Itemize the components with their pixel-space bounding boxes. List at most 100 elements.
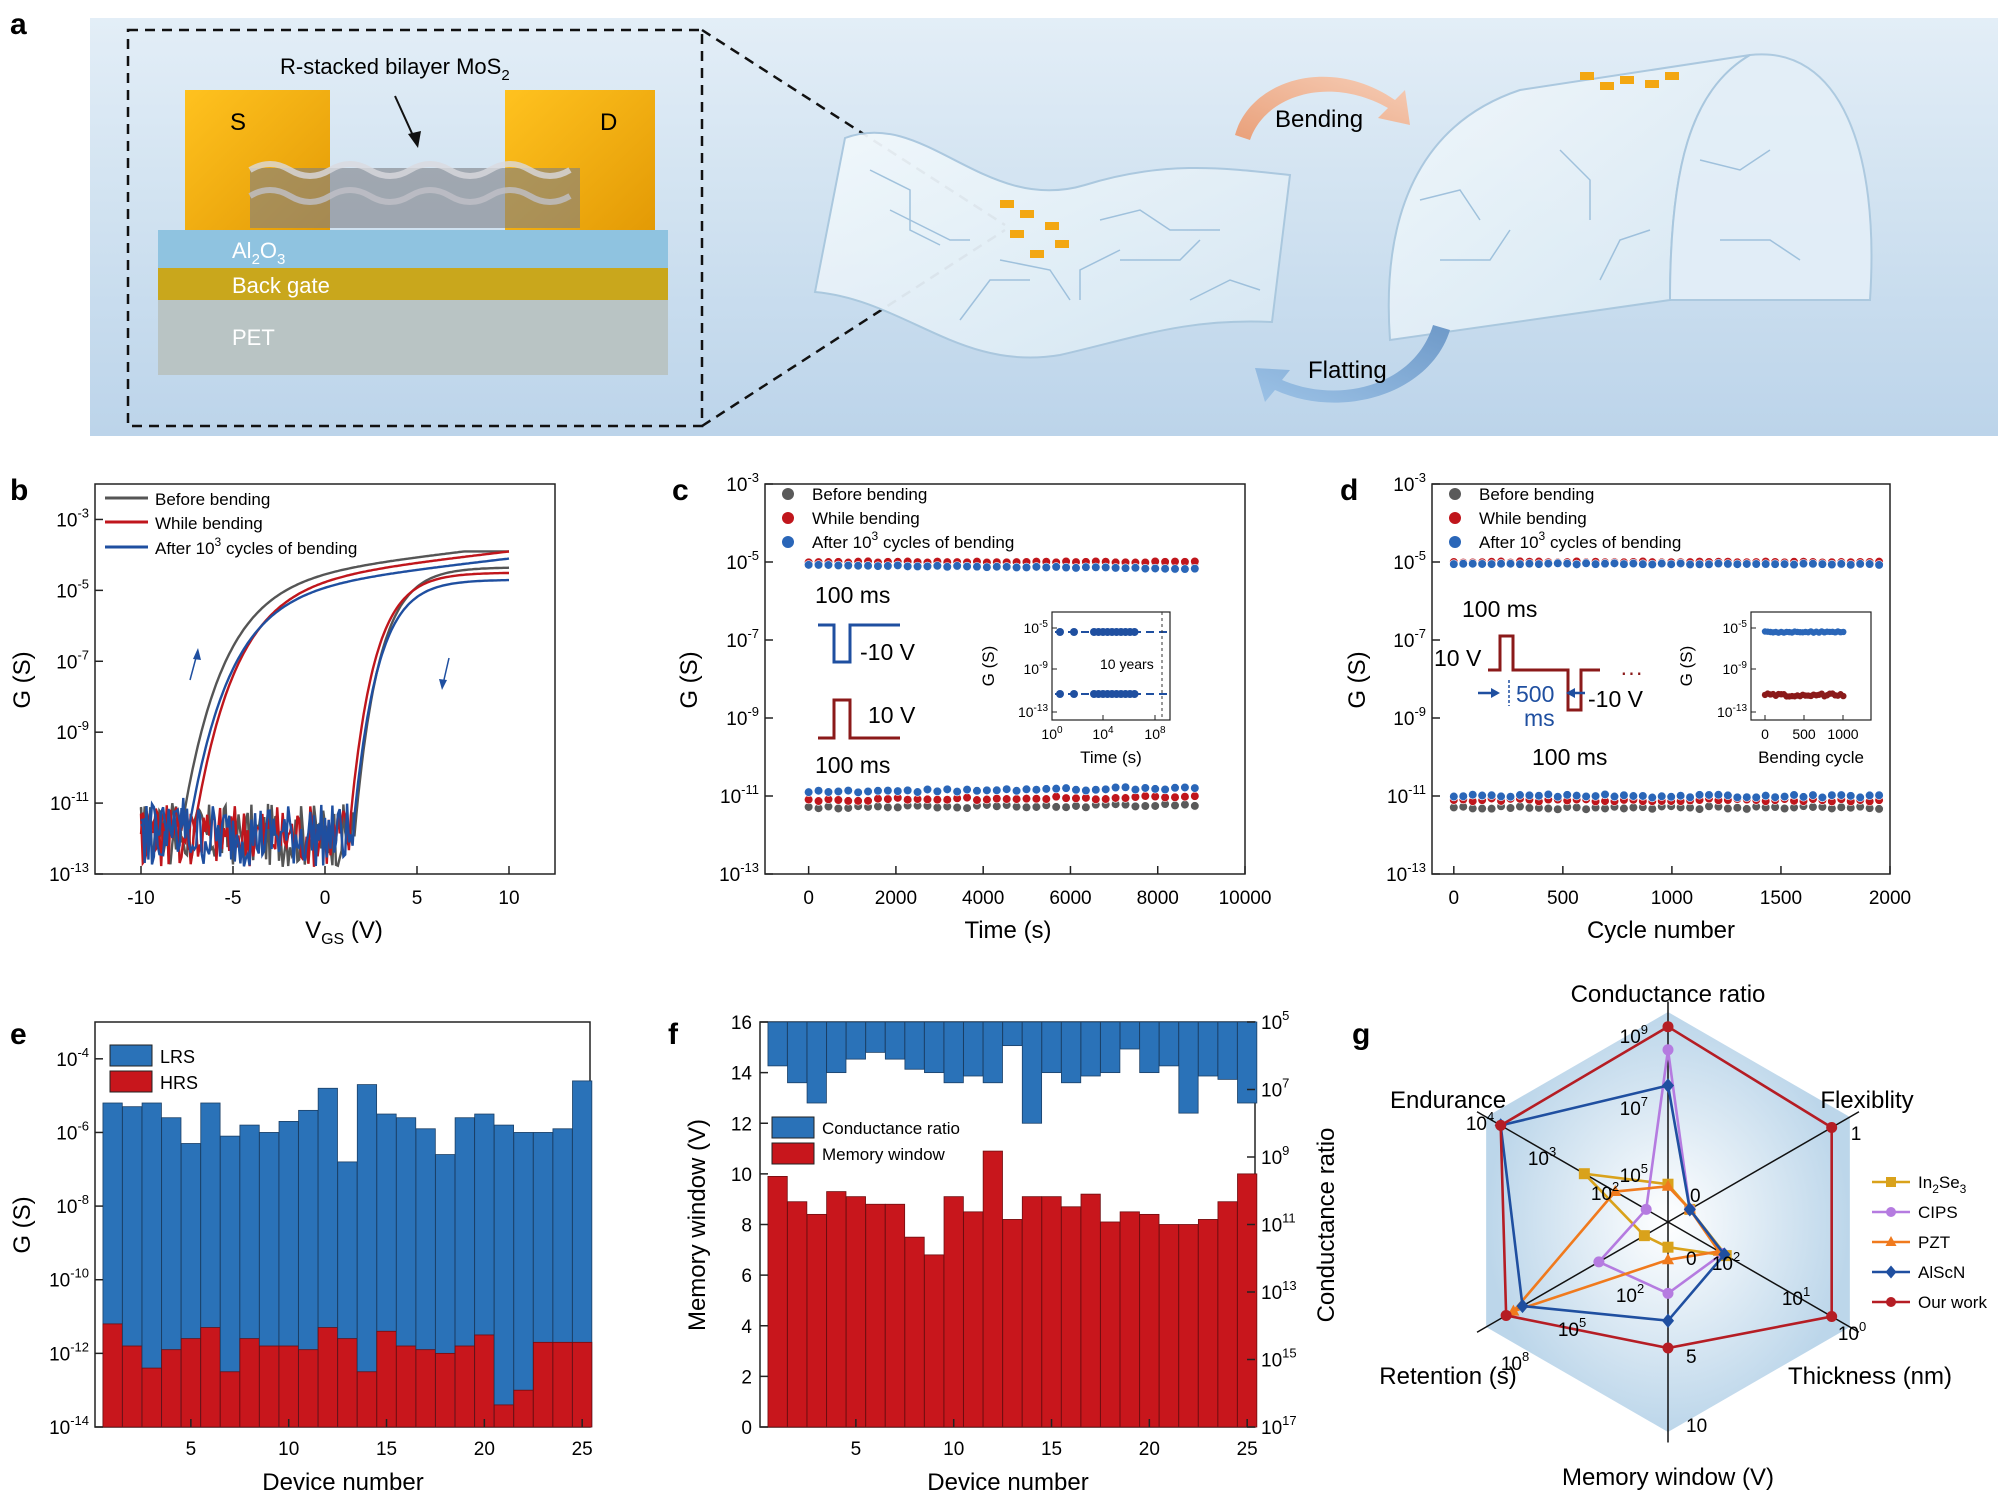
marker-diamond — [1885, 1265, 1897, 1279]
point-hrs — [1874, 804, 1884, 814]
point-hrs — [992, 794, 1002, 804]
x-tick-label: 15 — [376, 1439, 397, 1460]
marker-circle — [1826, 1311, 1838, 1322]
point-hrs — [1619, 803, 1629, 814]
bar-memory-window — [1061, 1206, 1082, 1428]
sheet-devices — [1000, 200, 1069, 258]
point-lrs — [1553, 558, 1563, 568]
radar-spoke — [1476, 1111, 1669, 1223]
bar-conductance-ratio — [1237, 1021, 1258, 1104]
x-tick-label: 0 — [803, 888, 814, 909]
legend-dot-while — [1449, 512, 1461, 524]
point-lrs — [1002, 562, 1012, 572]
point-hrs — [1458, 791, 1468, 801]
legend-text-hrs: HRS — [160, 1073, 198, 1093]
point-lrs — [1170, 564, 1180, 574]
point-hrs — [1011, 786, 1022, 796]
point-hrs — [1779, 803, 1790, 814]
y-tick-label: 10-13 — [719, 860, 759, 886]
legend-text-window: Memory window — [822, 1145, 946, 1164]
x-tick-label: 10 — [498, 888, 519, 909]
point-lrs — [1081, 562, 1091, 572]
bar-memory-window — [767, 1176, 788, 1428]
inset-y-tick-label: 10-5 — [1024, 619, 1049, 636]
point-hrs — [853, 787, 863, 797]
inset-point-lrs — [1840, 628, 1847, 636]
bar-memory-window — [1237, 1173, 1258, 1428]
point-hrs — [1543, 803, 1553, 814]
bar-lrs — [493, 1124, 514, 1428]
y-tick-label-left: 6 — [741, 1266, 752, 1287]
point-hrs — [903, 795, 913, 805]
point-hrs — [1061, 783, 1071, 793]
point-lrs — [1487, 559, 1497, 569]
point-hrs — [1732, 792, 1742, 802]
point-lrs — [1657, 558, 1667, 569]
point-hrs — [1170, 800, 1180, 811]
panel-e-ylabel: G (S) — [9, 1196, 36, 1253]
bar-memory-window — [1080, 1193, 1101, 1428]
legend-swatch-hrs — [109, 1070, 153, 1093]
bar-hrs — [552, 1341, 573, 1428]
marker-circle — [1500, 1309, 1512, 1321]
point-lrs — [1111, 563, 1121, 573]
x-tick-label: -5 — [225, 888, 242, 909]
point-hrs — [1836, 790, 1846, 800]
inset-x-tick-label: 104 — [1092, 725, 1114, 742]
marker-circle — [1640, 1203, 1652, 1215]
bar-hrs — [454, 1345, 475, 1428]
point-hrs — [1628, 791, 1638, 801]
panel-c-ylabel: G (S) — [676, 651, 703, 708]
inset-y-tick-label: 10-13 — [1018, 703, 1048, 720]
bar-conductance-ratio — [943, 1021, 964, 1084]
point-hrs — [962, 803, 972, 813]
panel-f-xlabel: Device number — [927, 1469, 1088, 1495]
point-lrs — [1515, 559, 1525, 569]
thickness-tick-label: 101 — [1782, 1284, 1810, 1310]
point-hrs — [1694, 790, 1705, 800]
point-lrs — [1581, 558, 1591, 568]
point-hrs — [1002, 794, 1012, 804]
bar-hrs — [219, 1371, 241, 1428]
y-tick-label: 10-11 — [720, 782, 759, 808]
inset-point — [1056, 690, 1064, 698]
point-hrs — [853, 796, 863, 806]
point-hrs — [873, 786, 883, 796]
cr-tick-label: 109 — [1620, 1022, 1648, 1048]
point-hrs — [843, 785, 853, 796]
point-hrs — [1505, 792, 1516, 802]
retention-tick-label: 105 — [1558, 1315, 1586, 1341]
panel-f-legend: Conductance ratio Memory window — [771, 1116, 960, 1165]
bar-memory-window — [982, 1150, 1003, 1428]
point-hrs — [1011, 794, 1022, 804]
point-lrs — [1011, 562, 1022, 573]
point-hrs — [1789, 790, 1799, 800]
bar-memory-window — [845, 1196, 866, 1428]
point-lrs — [1572, 559, 1582, 569]
point-hrs — [1723, 803, 1733, 814]
legend-our-work-text: Our work — [1918, 1293, 1987, 1312]
bar-lrs — [513, 1132, 534, 1428]
inset-x-tick-label: 500 — [1792, 726, 1816, 742]
device-zoom-box — [126, 28, 704, 428]
inset-x-tick-label: 0 — [1761, 726, 1769, 742]
bar-hrs — [474, 1334, 495, 1428]
point-hrs — [1657, 791, 1667, 801]
positive-pulse — [818, 698, 900, 740]
bar-conductance-ratio — [767, 1021, 788, 1067]
y-tick-label: 10-7 — [726, 626, 759, 652]
bar-conductance-ratio — [884, 1021, 906, 1060]
point-hrs — [1487, 804, 1497, 814]
panel-b: b 10-3 10-5 10-7 10-9 10-11 10-13 -10 -5 0 5 10 G… — [9, 474, 556, 948]
point-lrs — [1458, 559, 1468, 569]
pulse-neg-v: -10 V — [860, 639, 916, 665]
bar-hrs — [356, 1371, 378, 1428]
curve-reverse-2 — [140, 578, 509, 867]
legend-text-while: While bending — [812, 509, 920, 528]
y-tick-label-right: 1013 — [1261, 1278, 1297, 1304]
point-hrs — [1180, 799, 1190, 810]
bar-hrs — [376, 1330, 397, 1428]
inset-ylabel: G (S) — [1677, 646, 1696, 687]
